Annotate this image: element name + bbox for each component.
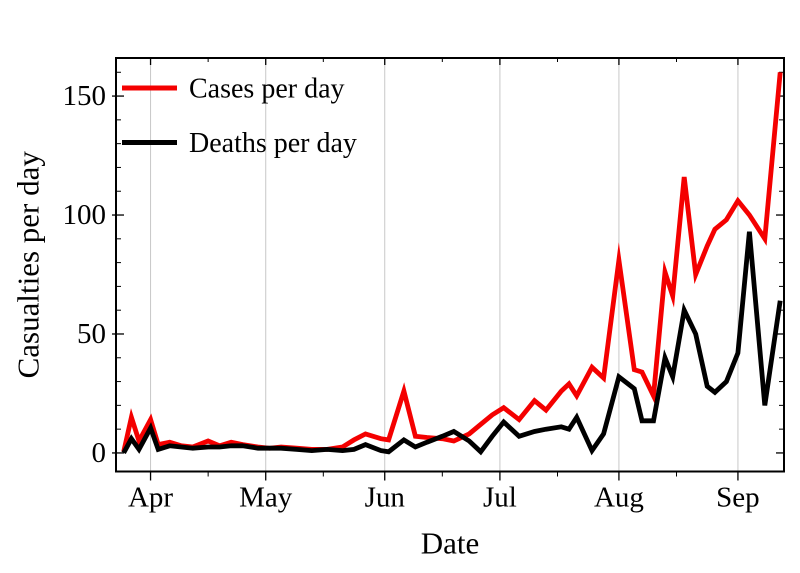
legend-deaths-label: Deaths per day xyxy=(189,128,357,159)
x-tick-label: May xyxy=(239,482,293,514)
x-tick-label: Jun xyxy=(365,482,406,514)
y-tick-label: 100 xyxy=(63,199,107,231)
x-tick-label: Sep xyxy=(716,482,760,514)
month-gridlines xyxy=(150,58,739,472)
y-tick-labels: 0 50 100 150 xyxy=(63,80,107,469)
y-axis-label: Casualties per day xyxy=(11,151,46,379)
x-tick-label: Jul xyxy=(483,482,517,514)
plot-frame xyxy=(115,57,785,473)
axis-ticks xyxy=(112,58,784,481)
y-tick-label: 50 xyxy=(77,318,106,350)
legend: Cases per day Deaths per day xyxy=(122,74,357,159)
x-tick-labels: Apr May Jun Jul Aug Sep xyxy=(128,482,760,514)
y-tick-label: 150 xyxy=(63,80,107,112)
x-axis-label: Date xyxy=(421,526,480,561)
deaths-line xyxy=(121,231,783,456)
legend-cases-label: Cases per day xyxy=(189,74,345,105)
x-tick-label: Apr xyxy=(128,482,173,514)
y-tick-label: 0 xyxy=(92,437,107,469)
x-tick-label: Aug xyxy=(594,482,644,514)
